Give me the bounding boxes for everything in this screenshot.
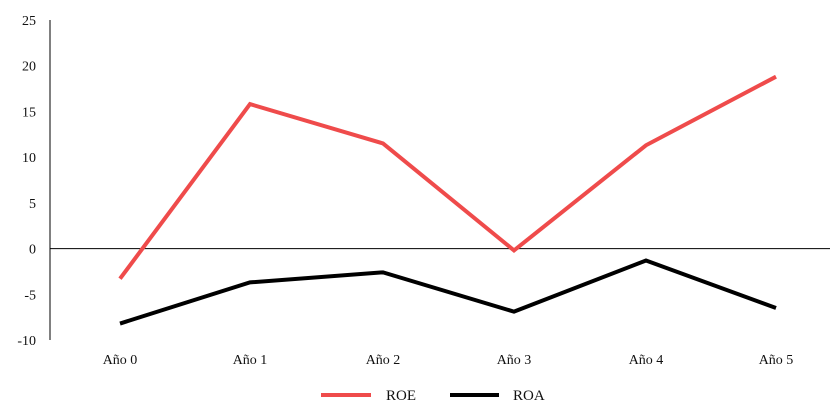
y-tick-label: 0 [29, 243, 36, 258]
x-tick-labels: Año 0 Año 1 Año 2 Año 3 Año 4 Año 5 [103, 353, 794, 368]
y-tick-label: -5 [24, 288, 36, 303]
y-tick-label: -10 [17, 334, 36, 349]
roa-legend-label: ROA [513, 388, 545, 402]
y-tick-labels: 25 20 15 10 5 0 -5 -10 [17, 14, 36, 349]
roe-legend-label: ROE [386, 388, 416, 402]
series-layer [118, 74, 777, 326]
x-tick-label: Año 3 [497, 353, 532, 368]
x-tick-label: Año 2 [366, 353, 401, 368]
legend: ROE ROA [321, 388, 545, 402]
y-tick-label: 20 [22, 60, 36, 75]
y-tick-label: 5 [29, 197, 36, 212]
roa-series-line [119, 258, 777, 326]
x-axis: Año 0 Año 1 Año 2 Año 3 Año 4 Año 5 [50, 248, 830, 368]
y-tick-label: 15 [22, 105, 36, 120]
x-tick-label: Año 5 [759, 353, 794, 368]
y-tick-label: 10 [22, 151, 36, 166]
roe-series-line [118, 74, 777, 280]
y-axis: 25 20 15 10 5 0 -5 -10 [17, 14, 51, 349]
y-tick-label: 25 [22, 14, 36, 29]
x-tick-label: Año 4 [629, 353, 664, 368]
x-tick-label: Año 1 [233, 353, 268, 368]
x-tick-label: Año 0 [103, 353, 138, 368]
